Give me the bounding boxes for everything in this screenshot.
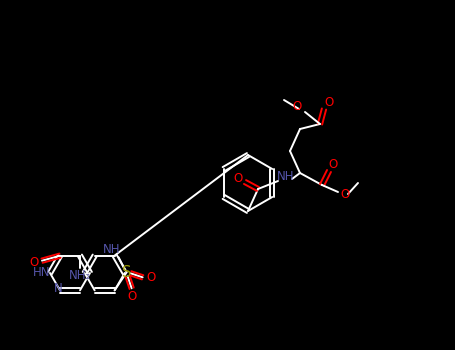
Text: HN: HN bbox=[33, 266, 51, 280]
Text: O: O bbox=[127, 290, 136, 303]
Text: O: O bbox=[30, 256, 39, 269]
Text: O: O bbox=[324, 96, 334, 108]
Text: O: O bbox=[293, 100, 302, 113]
Text: NH: NH bbox=[103, 243, 121, 256]
Text: NH₂: NH₂ bbox=[69, 269, 91, 282]
Text: NH: NH bbox=[277, 170, 295, 183]
Text: S: S bbox=[122, 265, 131, 280]
Text: O: O bbox=[233, 172, 243, 184]
Text: N: N bbox=[54, 282, 62, 295]
Text: O: O bbox=[340, 189, 349, 202]
Text: O: O bbox=[146, 271, 155, 284]
Text: O: O bbox=[329, 159, 338, 172]
